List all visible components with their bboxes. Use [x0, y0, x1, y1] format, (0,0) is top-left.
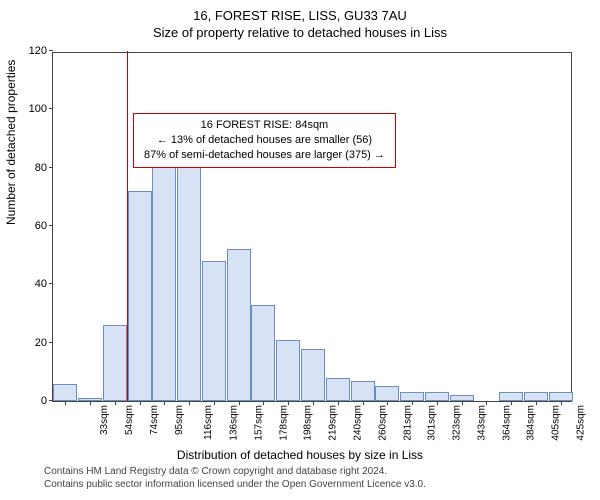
- y-tick-label: 0: [41, 395, 47, 407]
- info-box: 16 FOREST RISE: 84sqm ← 13% of detached …: [133, 113, 396, 168]
- reference-line: [127, 51, 128, 401]
- footer-attribution: Contains HM Land Registry data © Crown c…: [44, 465, 426, 491]
- bar: [276, 340, 300, 401]
- bar: [326, 378, 350, 401]
- y-tick-label: 40: [35, 278, 47, 290]
- y-tick-label: 120: [29, 45, 47, 57]
- bar: [400, 392, 424, 401]
- bar: [227, 249, 251, 401]
- x-tick-label: 343sqm: [476, 405, 487, 441]
- bar: [524, 392, 548, 401]
- bar: [425, 392, 449, 401]
- x-tick-label: 136sqm: [229, 405, 240, 441]
- x-tick-label: 54sqm: [124, 405, 135, 435]
- info-line2: ← 13% of detached houses are smaller (56…: [144, 133, 385, 148]
- info-line1: 16 FOREST RISE: 84sqm: [144, 118, 385, 133]
- x-tick-label: 301sqm: [427, 405, 438, 441]
- x-tick-label: 116sqm: [203, 405, 214, 440]
- bar: [103, 325, 127, 401]
- y-tick-label: 100: [29, 103, 47, 115]
- info-line3: 87% of semi-detached houses are larger (…: [144, 148, 385, 163]
- y-axis-label: Number of detached properties: [4, 60, 18, 225]
- plot-area: 020406080100120 33sqm54sqm74sqm95sqm116s…: [52, 52, 572, 402]
- x-tick-label: 323sqm: [452, 405, 463, 441]
- x-tick-label: 281sqm: [402, 405, 413, 441]
- x-tick-label: 384sqm: [526, 405, 537, 441]
- bar: [128, 191, 152, 401]
- bar: [375, 386, 399, 401]
- property-size-chart: 16, FOREST RISE, LISS, GU33 7AU Size of …: [0, 0, 600, 500]
- y-tick-label: 60: [35, 220, 47, 232]
- x-axis-label: Distribution of detached houses by size …: [0, 448, 600, 462]
- x-tick-label: 95sqm: [174, 405, 185, 435]
- bar: [152, 139, 176, 402]
- x-tick-label: 74sqm: [149, 405, 160, 435]
- x-tick-label: 240sqm: [353, 405, 364, 441]
- bar: [549, 392, 573, 401]
- bars-group: [53, 53, 571, 401]
- bar: [202, 261, 226, 401]
- x-tick-label: 364sqm: [501, 405, 512, 441]
- y-tick-label: 80: [35, 162, 47, 174]
- footer-line1: Contains HM Land Registry data © Crown c…: [44, 465, 426, 478]
- x-tick-label: 157sqm: [254, 405, 265, 441]
- bar: [499, 392, 523, 401]
- bar: [251, 305, 275, 401]
- x-tick-label: 178sqm: [278, 405, 289, 441]
- x-tick-label: 405sqm: [551, 405, 562, 441]
- x-tick-label: 219sqm: [328, 405, 339, 441]
- bar: [301, 349, 325, 402]
- bar: [177, 162, 201, 401]
- x-tick-label: 425sqm: [575, 405, 586, 441]
- chart-title-address: 16, FOREST RISE, LISS, GU33 7AU: [0, 0, 600, 23]
- y-tick-label: 20: [35, 337, 47, 349]
- footer-line2: Contains public sector information licen…: [44, 478, 426, 491]
- x-tick-label: 198sqm: [303, 405, 314, 441]
- x-tick-label: 33sqm: [99, 405, 110, 435]
- x-tick-label: 260sqm: [377, 405, 388, 441]
- bar: [53, 384, 77, 402]
- chart-subtitle: Size of property relative to detached ho…: [0, 23, 600, 40]
- bar: [351, 381, 375, 401]
